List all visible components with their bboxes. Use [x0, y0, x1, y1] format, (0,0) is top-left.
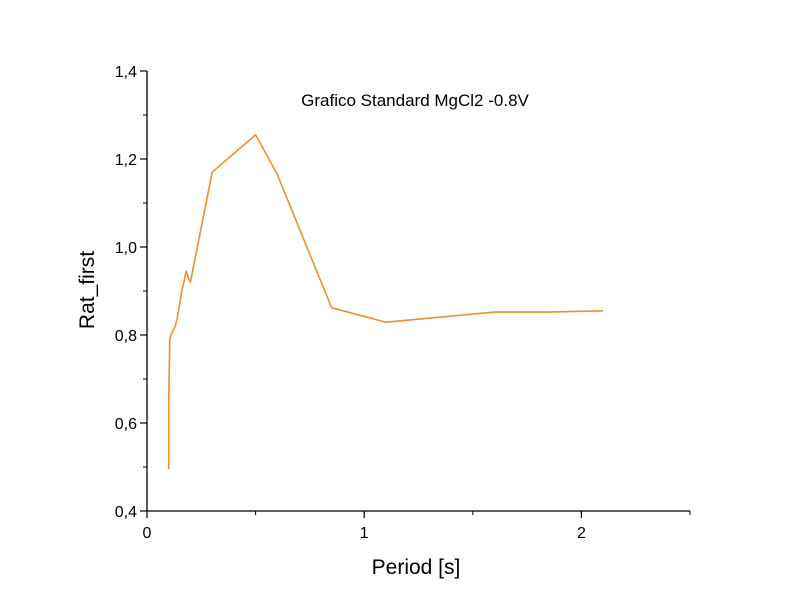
y-tick-label: 1,2	[115, 152, 137, 169]
x-tick-label: 1	[360, 525, 369, 542]
y-tick-label: 0,4	[115, 504, 137, 521]
x-axis-title: Period [s]	[372, 556, 461, 579]
chart-title: Grafico Standard MgCl2 -0.8V	[301, 91, 529, 110]
y-tick-label: 0,6	[115, 416, 137, 433]
y-axis-title: Rat_first	[76, 251, 99, 329]
y-tick-label: 0,8	[115, 328, 137, 345]
x-tick-label: 2	[577, 525, 586, 542]
series-line	[167, 134, 604, 470]
x-tick-label: 0	[143, 525, 152, 542]
y-tick-label: 1,4	[115, 64, 137, 81]
y-tick-label: 1,0	[115, 240, 137, 257]
